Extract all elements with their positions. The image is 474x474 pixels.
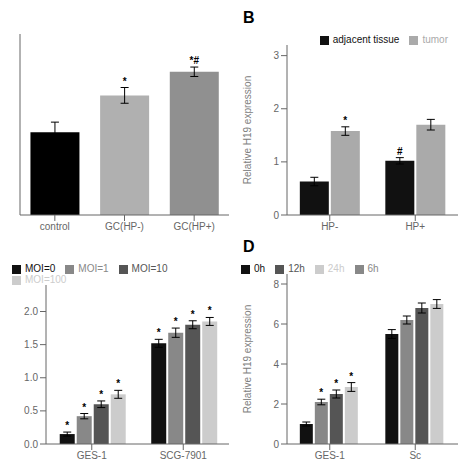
html-text:MOI=1: MOI=1 [78,263,109,274]
svg-text:1: 1 [273,156,279,167]
svg-text:GES-1: GES-1 [315,450,345,461]
html-text:adjacent tissue: adjacent tissue [332,34,400,45]
svg-text:GC(HP-): GC(HP-) [105,221,144,232]
svg-text:*: * [99,389,103,400]
html-text:D: D [243,238,255,255]
svg-text:*#: *# [190,55,200,66]
svg-text:GC(HP+): GC(HP+) [173,221,214,232]
svg-text:2: 2 [273,399,279,410]
svg-text:1.5: 1.5 [24,339,38,350]
html-text:12h: 12h [288,263,305,274]
svg-text:0.0: 0.0 [24,439,38,450]
svg-text:*: * [319,387,323,398]
svg-text:HP+: HP+ [405,221,425,232]
svg-text:control: control [40,221,70,232]
svg-text:4: 4 [273,359,279,370]
svg-text:Relative H19 expression: Relative H19 expression [242,305,253,413]
svg-text:*: * [334,378,338,389]
html-text:tumor: tumor [422,34,448,45]
svg-text:*: * [116,378,120,389]
html-text:0h: 0h [254,263,266,274]
svg-text:2.0: 2.0 [24,306,38,317]
svg-text:*: * [343,115,347,126]
svg-text:*: * [123,76,127,87]
html-text:B: B [243,9,255,26]
svg-text:*: * [157,327,161,338]
svg-text:1.0: 1.0 [24,372,38,383]
svg-text:*: * [191,309,195,320]
html-text:MOI=100: MOI=100 [25,274,67,285]
html-text:6h: 6h [367,263,379,274]
svg-text:8: 8 [273,279,279,290]
svg-text:GES-1: GES-1 [77,450,107,461]
html-text:MOI=10: MOI=10 [131,263,168,274]
svg-text:Relative H19 expression: Relative H19 expression [242,76,253,184]
svg-text:*: * [174,316,178,327]
svg-text:0.5: 0.5 [24,405,38,416]
svg-text:0: 0 [273,439,279,450]
svg-text:6: 6 [273,319,279,330]
svg-text:3: 3 [273,50,279,61]
svg-text:#: # [397,146,403,157]
html-text:MOI=0: MOI=0 [25,263,56,274]
svg-text:0: 0 [273,210,279,221]
svg-text:*: * [349,371,353,382]
svg-text:SCG-7901: SCG-7901 [160,450,208,461]
svg-text:*: * [82,402,86,413]
svg-text:*: * [65,420,69,431]
svg-text:2: 2 [273,103,279,114]
svg-text:*: * [208,305,212,316]
svg-text:Sc: Sc [409,450,421,461]
svg-text:HP-: HP- [321,221,338,232]
html-text:24h: 24h [327,263,345,274]
